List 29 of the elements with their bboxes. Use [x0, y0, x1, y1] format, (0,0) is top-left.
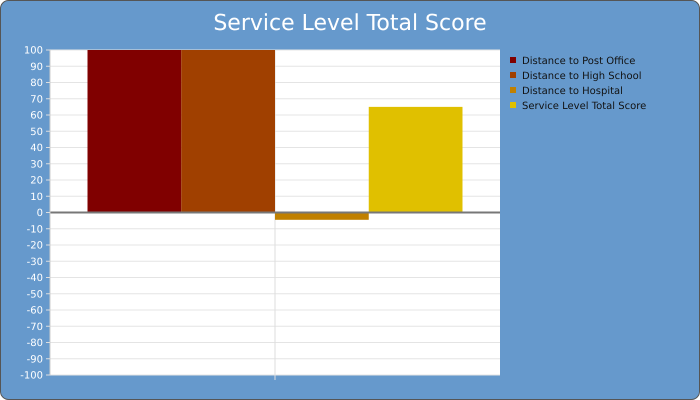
legend-label: Distance to Hospital	[522, 86, 623, 97]
y-tick-label: -80	[26, 338, 43, 349]
y-tick-label: 30	[30, 159, 43, 170]
y-tick-label: -10	[26, 224, 43, 236]
legend-label: Distance to Post Office	[522, 56, 636, 67]
y-tick-label: 60	[30, 110, 43, 122]
y-tick-label: -40	[26, 273, 43, 284]
y-tick-label: -100	[20, 370, 43, 382]
y-tick-label: 70	[30, 94, 43, 106]
bar	[88, 50, 182, 212]
y-tick-label: 20	[30, 176, 43, 186]
y-tick-label: -70	[26, 322, 43, 333]
y-tick-label: 50	[30, 126, 43, 138]
y-tick-label: 40	[30, 143, 43, 154]
y-tick-label: -20	[26, 240, 43, 252]
y-tick-label: -30	[26, 256, 43, 268]
bar	[181, 50, 275, 212]
legend-label: Service Level Total Score	[522, 101, 646, 112]
y-tick-label: 80	[30, 78, 43, 89]
bar	[368, 106, 462, 212]
legend-label: Distance to High School	[522, 71, 642, 82]
y-tick-label: -50	[26, 289, 43, 300]
y-tick-label: 90	[30, 62, 43, 73]
y-tick-label: 100	[24, 46, 43, 56]
y-tick-label: -60	[26, 306, 43, 316]
y-tick-label: -90	[26, 354, 43, 366]
chart-title: Service Level Total Score	[213, 11, 487, 36]
y-tick-label: 10	[30, 192, 43, 203]
y-tick-label: 0	[36, 208, 43, 219]
